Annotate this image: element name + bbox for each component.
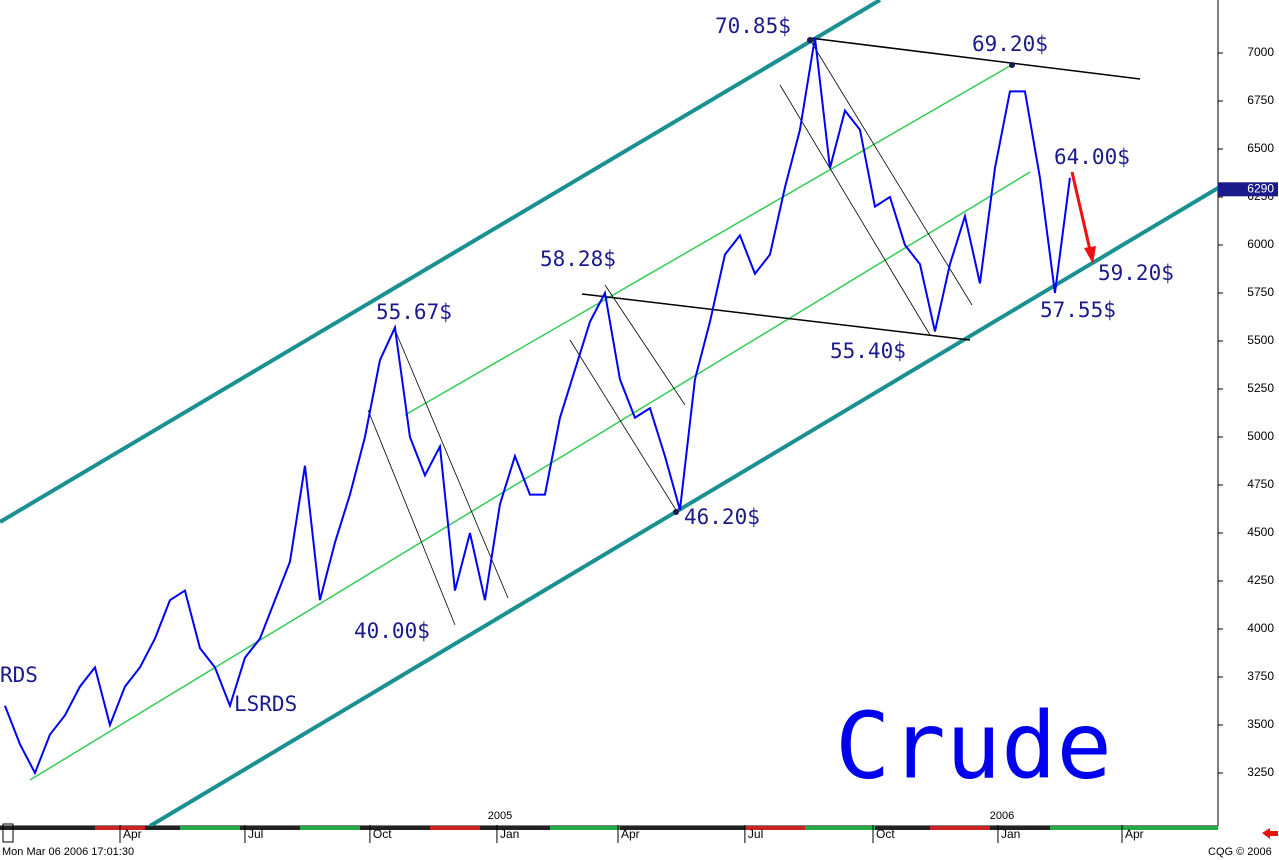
- channel-mid: [29, 171, 1031, 781]
- y-tick-label: 5250: [1247, 381, 1274, 395]
- annotation: 57.55$: [1040, 298, 1116, 322]
- annotation: 59.20$: [1098, 261, 1174, 285]
- x-tick-label: Apr: [621, 827, 640, 841]
- down-channel: [809, 39, 973, 306]
- channel-mid: [404, 62, 1016, 416]
- x-tick-label: Apr: [123, 827, 142, 841]
- pivot: [1009, 62, 1015, 68]
- year-label: 2005: [488, 810, 512, 822]
- time-bar-seg: [300, 826, 360, 830]
- annotation: 70.85$: [715, 14, 791, 38]
- source: CQG © 2006: [1208, 846, 1272, 858]
- x-tick-label: Jan: [1001, 827, 1020, 841]
- year-label: 2006: [990, 810, 1014, 822]
- y-tick-label: 3750: [1247, 669, 1274, 683]
- trend-lines: [0, 0, 1220, 828]
- price-line: [4, 37, 1071, 776]
- x-tick-label: Oct: [876, 827, 895, 841]
- y-tick-label: 7000: [1247, 45, 1274, 59]
- time-bar-seg: [930, 826, 990, 830]
- annotation: 40.00$: [354, 619, 430, 643]
- annotation: 55.40$: [830, 339, 906, 363]
- y-tick-label: 6000: [1247, 237, 1274, 251]
- y-tick-label: 5500: [1247, 333, 1274, 347]
- x-tick-label: Jan: [500, 827, 519, 841]
- y-tick-label: 3250: [1247, 765, 1274, 779]
- x-tick-label: Apr: [1125, 827, 1144, 841]
- time-bar-seg: [1050, 826, 1218, 830]
- y-tick-label: 3500: [1247, 717, 1274, 731]
- annotation: 46.20$: [684, 505, 760, 529]
- annotation: 64.00$: [1054, 145, 1130, 169]
- arrow-head: [1084, 246, 1096, 264]
- annotation: RDS: [0, 663, 38, 687]
- resistance: [581, 293, 971, 341]
- arrow: [1070, 171, 1092, 251]
- channel-upper: [0, 0, 882, 524]
- last-price-box: [1218, 182, 1278, 197]
- timestamp: Mon Mar 06 2006 17:01:30: [2, 846, 134, 858]
- down-channel: [604, 284, 686, 406]
- down-channel: [569, 339, 677, 511]
- y-tick-label: 4000: [1247, 621, 1274, 635]
- last-price-label: 6290: [1247, 181, 1274, 195]
- y-tick-label: 4250: [1247, 573, 1274, 587]
- down-channel: [367, 409, 456, 626]
- resistance: [809, 37, 1141, 80]
- x-tick-label: Jul: [248, 827, 263, 841]
- y-tick-label: 5750: [1247, 285, 1274, 299]
- y-tick-label: 6500: [1247, 141, 1274, 155]
- nav-arrow[interactable]: [1262, 828, 1278, 839]
- pivot: [673, 509, 679, 515]
- annotation: 55.67$: [376, 300, 452, 324]
- time-bar-seg: [745, 826, 805, 830]
- chart-title: Crude: [835, 692, 1112, 799]
- annotation: 69.20$: [972, 32, 1048, 56]
- y-tick-label: 4500: [1247, 525, 1274, 539]
- annotation: 58.28$: [540, 247, 616, 271]
- time-bar-seg: [805, 826, 875, 830]
- time-bar-seg: [430, 826, 480, 830]
- down-channel: [394, 329, 509, 599]
- y-tick-label: 6750: [1247, 93, 1274, 107]
- time-bar-seg: [180, 826, 240, 830]
- channel-lower: [148, 186, 1220, 828]
- y-tick-label: 4750: [1247, 477, 1274, 491]
- pivot: [807, 37, 813, 43]
- y-tick-label: 5000: [1247, 429, 1274, 443]
- time-bar-seg: [550, 826, 620, 830]
- x-tick-label: Jul: [748, 827, 763, 841]
- down-channel: [779, 84, 931, 336]
- scroll-box: [2, 823, 14, 843]
- annotation: LSRDS: [234, 692, 297, 716]
- x-tick-label: Oct: [373, 827, 392, 841]
